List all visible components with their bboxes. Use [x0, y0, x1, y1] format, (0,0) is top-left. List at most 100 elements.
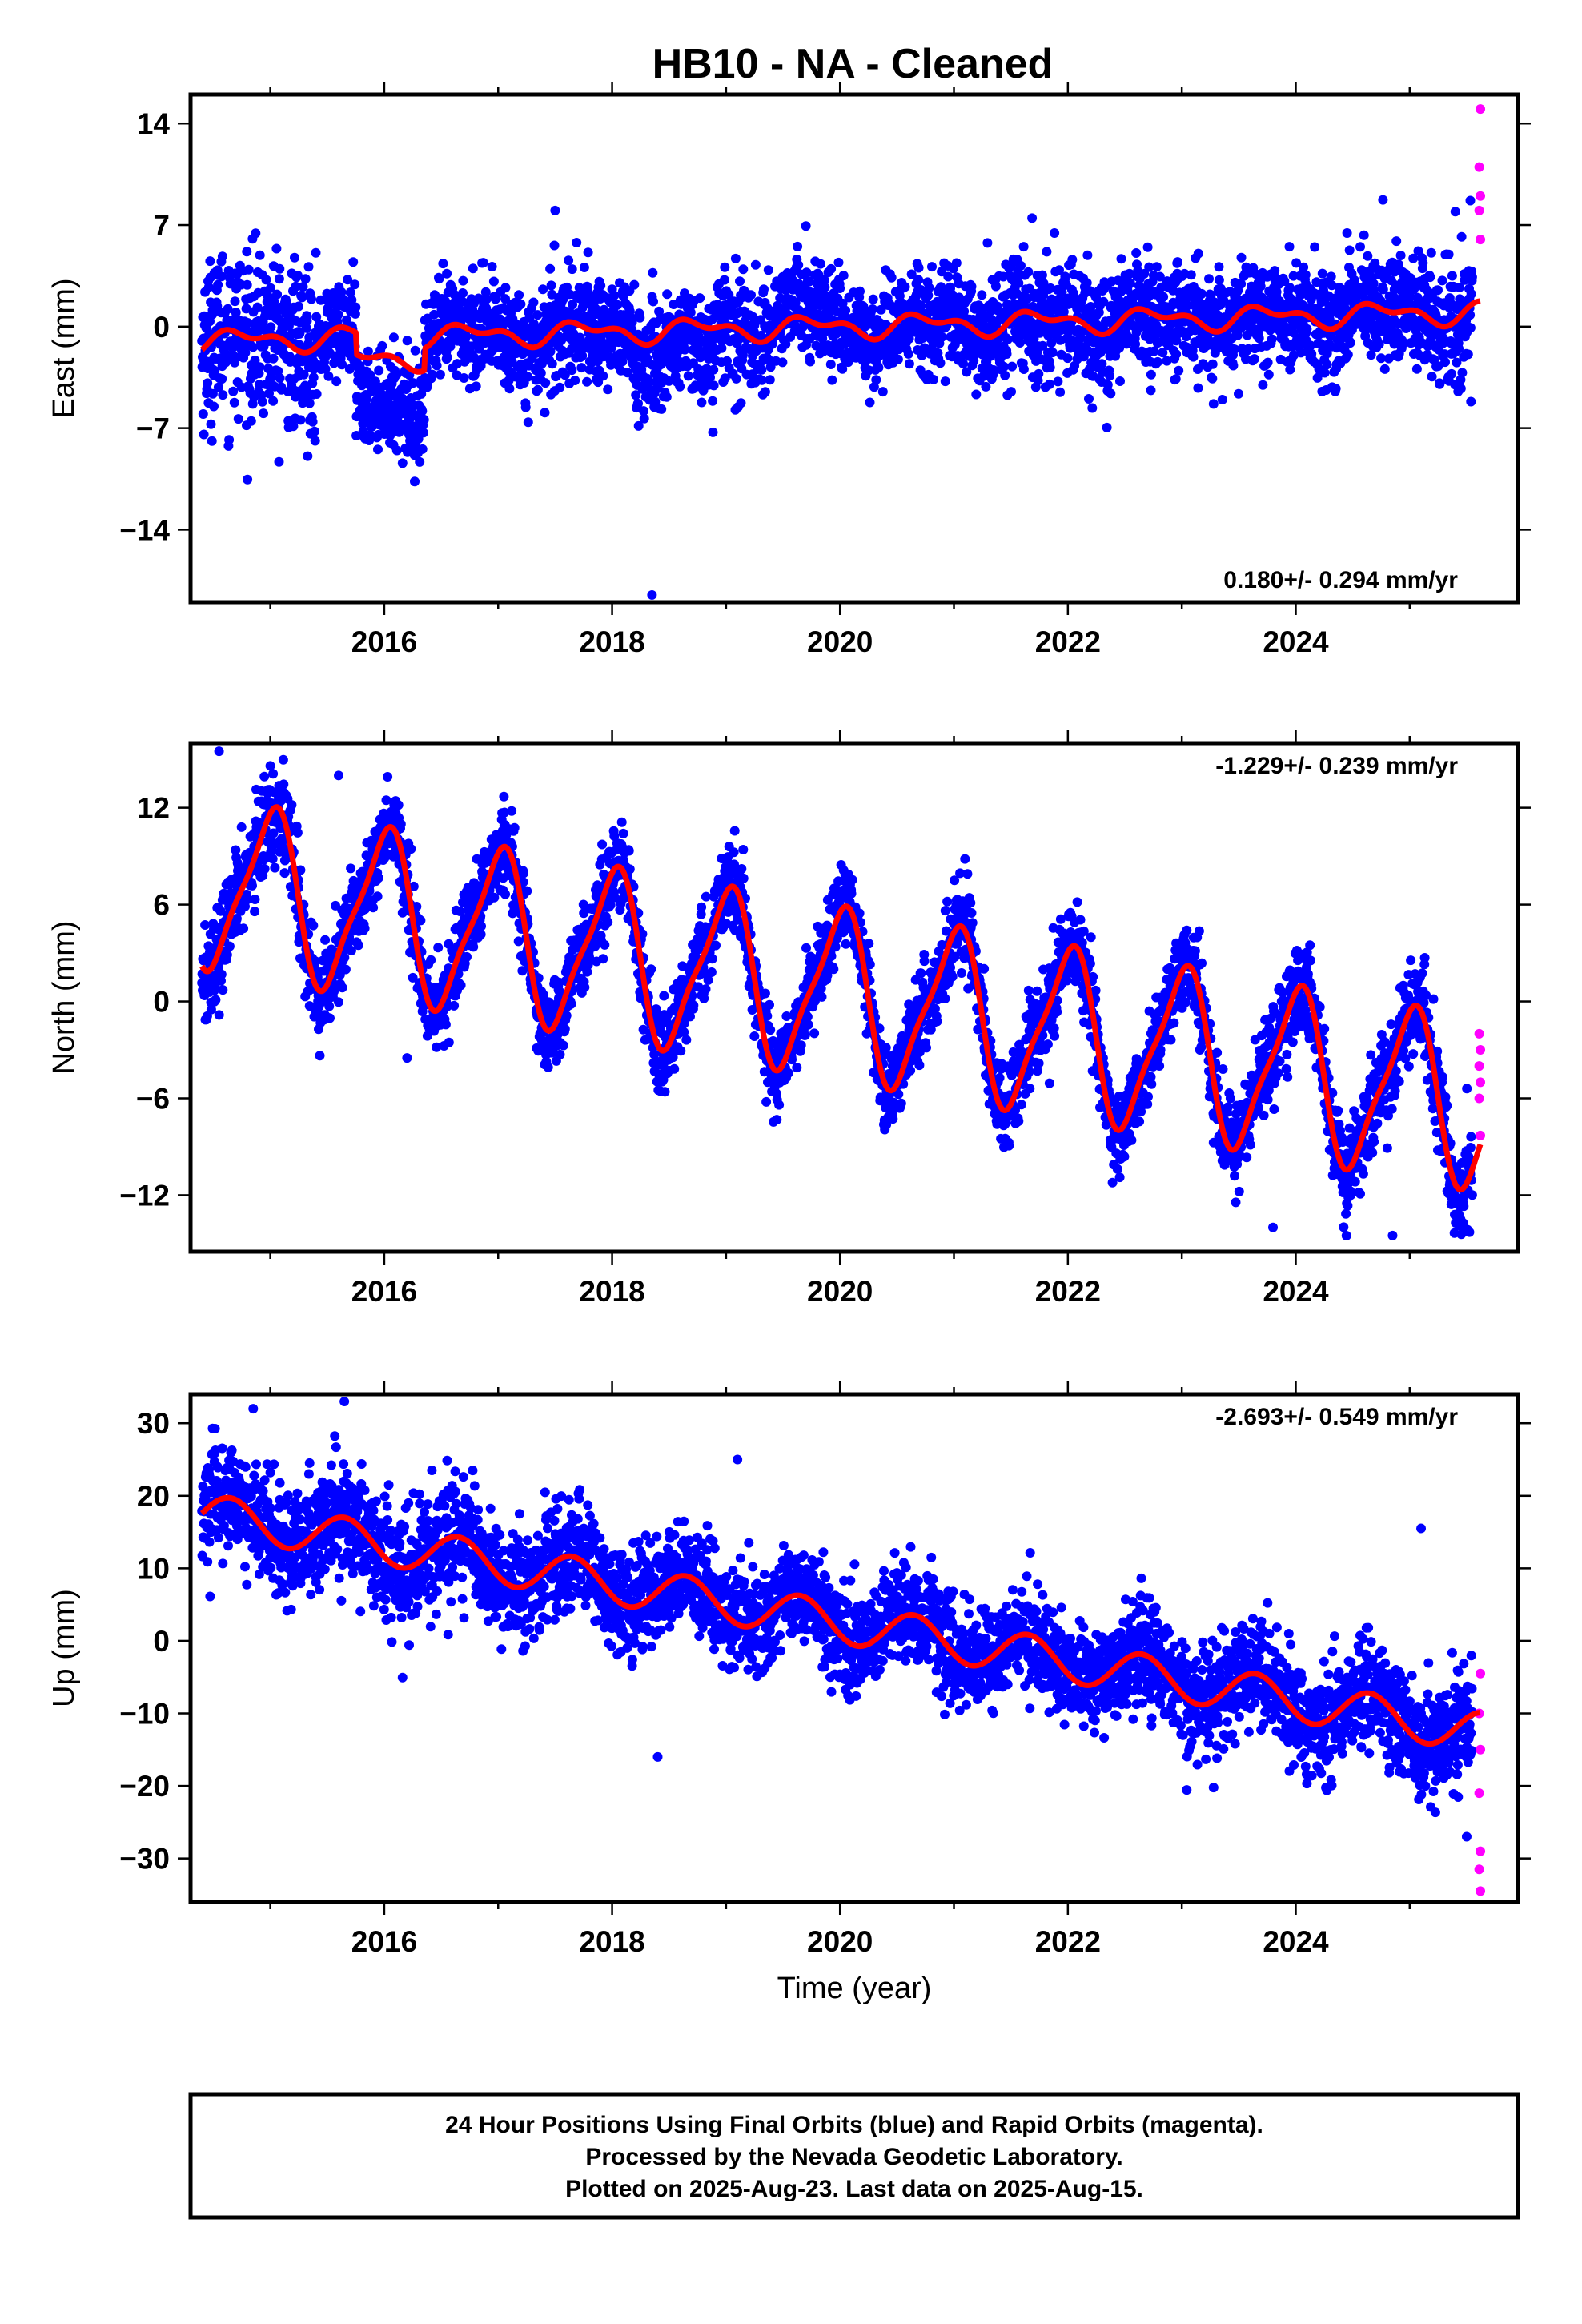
final-point [777, 357, 788, 368]
final-point [270, 862, 280, 873]
final-point [793, 241, 803, 251]
final-point [833, 257, 844, 267]
final-point [332, 316, 343, 327]
final-point [877, 387, 888, 397]
final-point [275, 373, 285, 384]
rapid-point [1476, 191, 1486, 201]
final-point [1440, 357, 1450, 368]
final-point [572, 238, 582, 247]
final-point [449, 1000, 460, 1011]
final-point [259, 771, 270, 782]
final-point [350, 279, 360, 290]
final-point [478, 258, 488, 268]
final-point [373, 873, 383, 883]
final-point [709, 380, 719, 391]
final-point [199, 429, 209, 440]
final-point [893, 354, 903, 364]
final-point [323, 371, 334, 381]
final-point [243, 474, 253, 485]
y-ticks [178, 806, 1531, 1196]
final-point [1249, 354, 1259, 364]
final-point [838, 271, 849, 281]
final-point [1433, 285, 1443, 296]
final-point [928, 374, 938, 384]
final-point [307, 294, 316, 304]
final-point-outlier [647, 589, 657, 600]
final-point [432, 360, 442, 371]
x-tick-label: 2016 [351, 625, 417, 658]
final-point [205, 256, 215, 267]
final-point [545, 263, 556, 274]
final-point [213, 279, 223, 290]
x-tick-label: 2016 [351, 1275, 417, 1308]
final-point [242, 279, 252, 290]
final-point [746, 290, 756, 300]
final-point [1034, 368, 1044, 379]
final-point [351, 302, 361, 312]
x-tick-label: 2018 [579, 625, 644, 658]
final-point [520, 402, 531, 412]
final-point [820, 282, 830, 292]
final-point [1465, 323, 1476, 333]
final-point [582, 376, 592, 387]
final-point [1055, 387, 1066, 397]
final-point [210, 366, 220, 376]
final-point [937, 332, 947, 342]
final-point [373, 444, 383, 455]
final-point [815, 259, 825, 269]
final-point [540, 408, 550, 418]
final-point [1115, 376, 1125, 386]
final-point [266, 283, 275, 293]
final-point [801, 221, 811, 231]
final-point [452, 359, 462, 369]
final-point [1255, 281, 1266, 292]
final-point [1319, 368, 1330, 378]
final-point [1053, 376, 1063, 387]
final-point [302, 316, 312, 326]
x-tick-label: 2018 [579, 1275, 644, 1308]
final-point [697, 397, 707, 408]
final-point [1153, 356, 1163, 367]
final-point [218, 390, 228, 400]
final-point [827, 375, 837, 385]
final-point [415, 456, 425, 467]
final-point [346, 863, 356, 874]
final-point [900, 282, 910, 292]
final-point [211, 995, 221, 1005]
final-point [474, 344, 484, 354]
final-point [471, 381, 481, 392]
final-point [427, 369, 437, 380]
final-point [1426, 247, 1436, 258]
final-point [304, 398, 315, 408]
final-point [558, 294, 568, 304]
final-point [266, 322, 276, 332]
final-point [263, 364, 274, 374]
final-point [206, 419, 216, 429]
final-point [871, 375, 881, 385]
final-point [1236, 252, 1247, 263]
final-point [333, 309, 343, 320]
final-point [368, 903, 379, 913]
final-point [294, 301, 303, 312]
final-point [1173, 257, 1182, 267]
final-point [440, 1019, 451, 1030]
final-point [982, 238, 993, 248]
final-point [268, 396, 279, 406]
final-point [738, 264, 749, 275]
final-point [348, 257, 359, 267]
final-point [1102, 422, 1112, 432]
final-point [617, 356, 628, 367]
final-point [648, 267, 658, 278]
final-point [271, 243, 282, 254]
final-point [913, 275, 924, 285]
final-point [720, 262, 730, 272]
final-point [252, 302, 263, 312]
final-orbit-points [197, 195, 1477, 600]
final-point [410, 345, 420, 356]
final-point [661, 392, 672, 402]
final-point [268, 769, 279, 779]
final-point [418, 428, 428, 438]
final-point [1322, 360, 1332, 370]
final-point [763, 265, 773, 275]
